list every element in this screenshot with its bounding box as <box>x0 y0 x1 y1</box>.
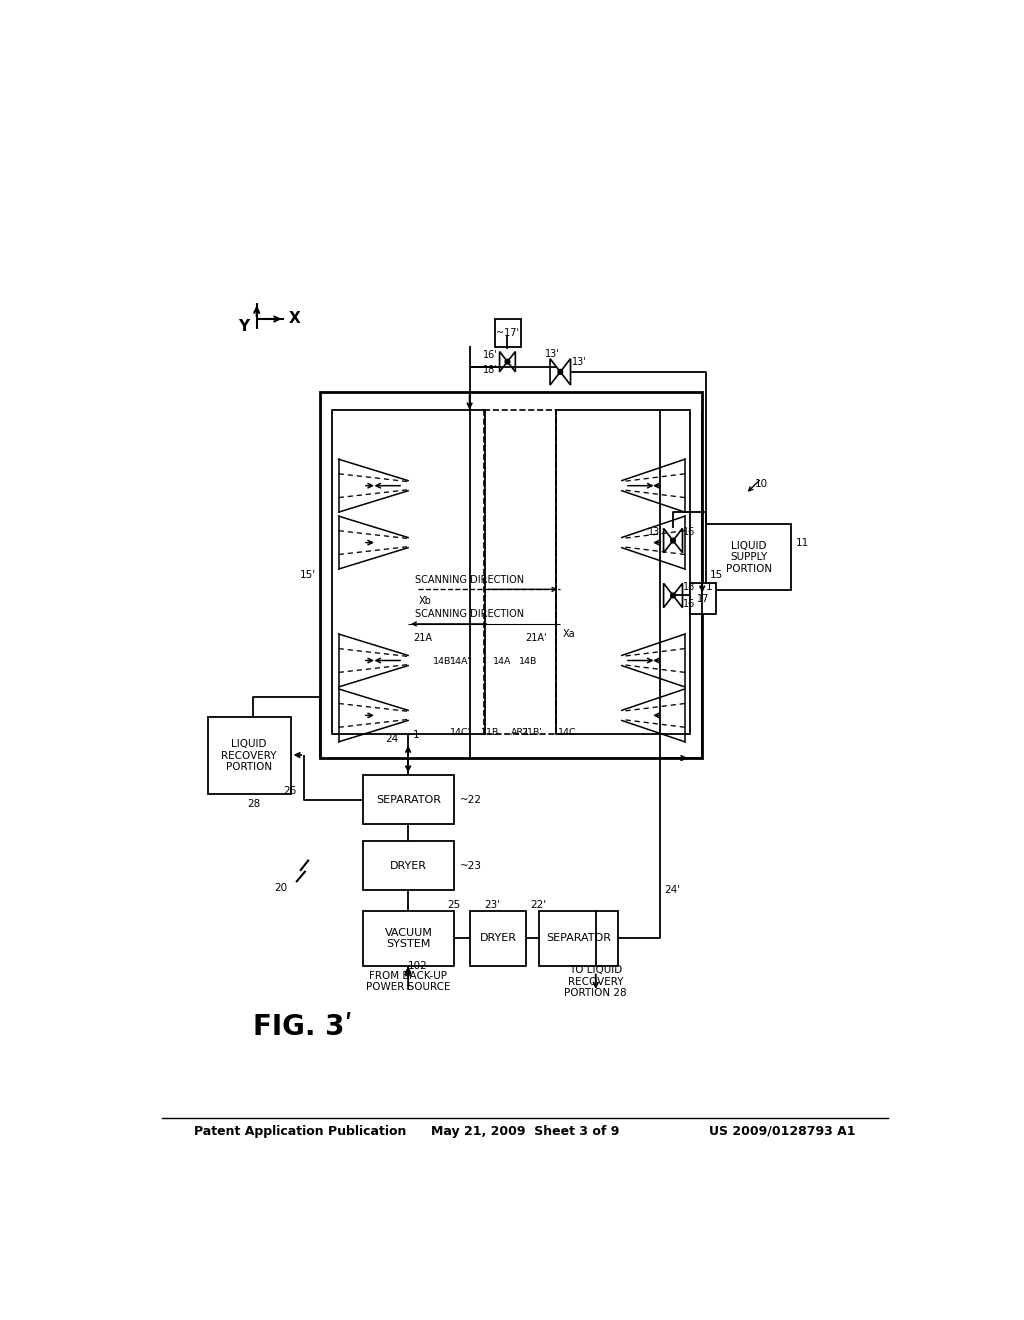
Text: 22': 22' <box>530 900 546 911</box>
Text: 25: 25 <box>446 900 460 911</box>
Text: 14B: 14B <box>518 657 537 667</box>
Text: 26: 26 <box>283 785 296 796</box>
Text: ~17': ~17' <box>497 329 519 338</box>
Bar <box>332 411 485 734</box>
Text: AR1: AR1 <box>511 729 529 737</box>
Bar <box>319 392 702 758</box>
Text: SEPARATOR: SEPARATOR <box>546 933 611 944</box>
Text: DRYER: DRYER <box>390 861 427 871</box>
Bar <box>470 911 526 966</box>
Circle shape <box>671 539 676 543</box>
Text: DRYER: DRYER <box>479 933 516 944</box>
Text: 15: 15 <box>710 570 723 579</box>
Bar <box>539 911 617 966</box>
Text: LIQUID
SUPPLY
PORTION: LIQUID SUPPLY PORTION <box>726 541 772 574</box>
Text: 21B: 21B <box>480 729 499 737</box>
Text: May 21, 2009  Sheet 3 of 9: May 21, 2009 Sheet 3 of 9 <box>431 1125 618 1138</box>
Text: 14A': 14A' <box>451 657 471 667</box>
Text: VACUUM
SYSTEM: VACUUM SYSTEM <box>385 928 432 949</box>
Text: 1: 1 <box>413 730 420 739</box>
Text: 16: 16 <box>682 528 694 537</box>
Bar <box>495 319 521 347</box>
Text: 20: 20 <box>273 883 287 894</box>
Text: SCANNING DIRECTION: SCANNING DIRECTION <box>415 609 524 619</box>
Bar <box>690 583 717 614</box>
Text: 16: 16 <box>682 598 694 609</box>
Text: 18: 18 <box>682 582 694 593</box>
Text: FIG. 3ʹ: FIG. 3ʹ <box>253 1014 352 1041</box>
Text: SCANNING DIRECTION: SCANNING DIRECTION <box>415 576 524 585</box>
Text: 11: 11 <box>796 537 809 548</box>
Text: 17: 17 <box>697 594 710 603</box>
Text: 13': 13' <box>572 356 587 367</box>
Circle shape <box>671 593 676 598</box>
Text: 10: 10 <box>755 479 768 488</box>
Text: 13': 13' <box>545 348 559 359</box>
Text: X: X <box>289 312 300 326</box>
Text: Y: Y <box>238 318 249 334</box>
Text: 1: 1 <box>707 582 713 593</box>
Text: 21A: 21A <box>413 634 432 643</box>
Text: ~23: ~23 <box>460 861 482 871</box>
Text: 18': 18' <box>482 364 498 375</box>
Text: SEPARATOR: SEPARATOR <box>376 795 441 805</box>
Bar <box>364 841 454 890</box>
Circle shape <box>505 359 510 364</box>
Text: 24: 24 <box>385 734 398 743</box>
Text: TO LIQUID
RECOVERY
PORTION 28: TO LIQUID RECOVERY PORTION 28 <box>564 965 627 998</box>
Bar <box>364 911 454 966</box>
Text: 23': 23' <box>483 900 500 911</box>
Text: ~22: ~22 <box>460 795 482 805</box>
Text: 24': 24' <box>665 886 681 895</box>
Bar <box>556 411 690 734</box>
Text: US 2009/0128793 A1: US 2009/0128793 A1 <box>710 1125 856 1138</box>
Text: Xa: Xa <box>562 630 575 639</box>
Text: 14C: 14C <box>558 729 577 737</box>
Text: 21B': 21B' <box>521 729 542 737</box>
Text: 102: 102 <box>409 961 428 972</box>
Bar <box>208 718 291 793</box>
Text: LIQUID
RECOVERY
PORTION: LIQUID RECOVERY PORTION <box>221 739 276 772</box>
Text: 13: 13 <box>648 528 660 537</box>
Bar <box>364 775 454 824</box>
Text: 15': 15' <box>300 570 315 579</box>
Text: 14A: 14A <box>494 657 512 667</box>
Bar <box>483 411 556 734</box>
Text: 21A': 21A' <box>524 634 546 643</box>
Text: Xb: Xb <box>419 595 431 606</box>
Text: 14C': 14C' <box>451 729 471 737</box>
Text: Patent Application Publication: Patent Application Publication <box>194 1125 406 1138</box>
Text: 16': 16' <box>482 350 498 359</box>
Bar <box>707 524 792 590</box>
Text: FROM BACK-UP
POWER SOURCE: FROM BACK-UP POWER SOURCE <box>366 972 451 993</box>
Text: 14B': 14B' <box>433 657 454 667</box>
Text: 28: 28 <box>247 799 260 809</box>
Circle shape <box>558 370 562 374</box>
